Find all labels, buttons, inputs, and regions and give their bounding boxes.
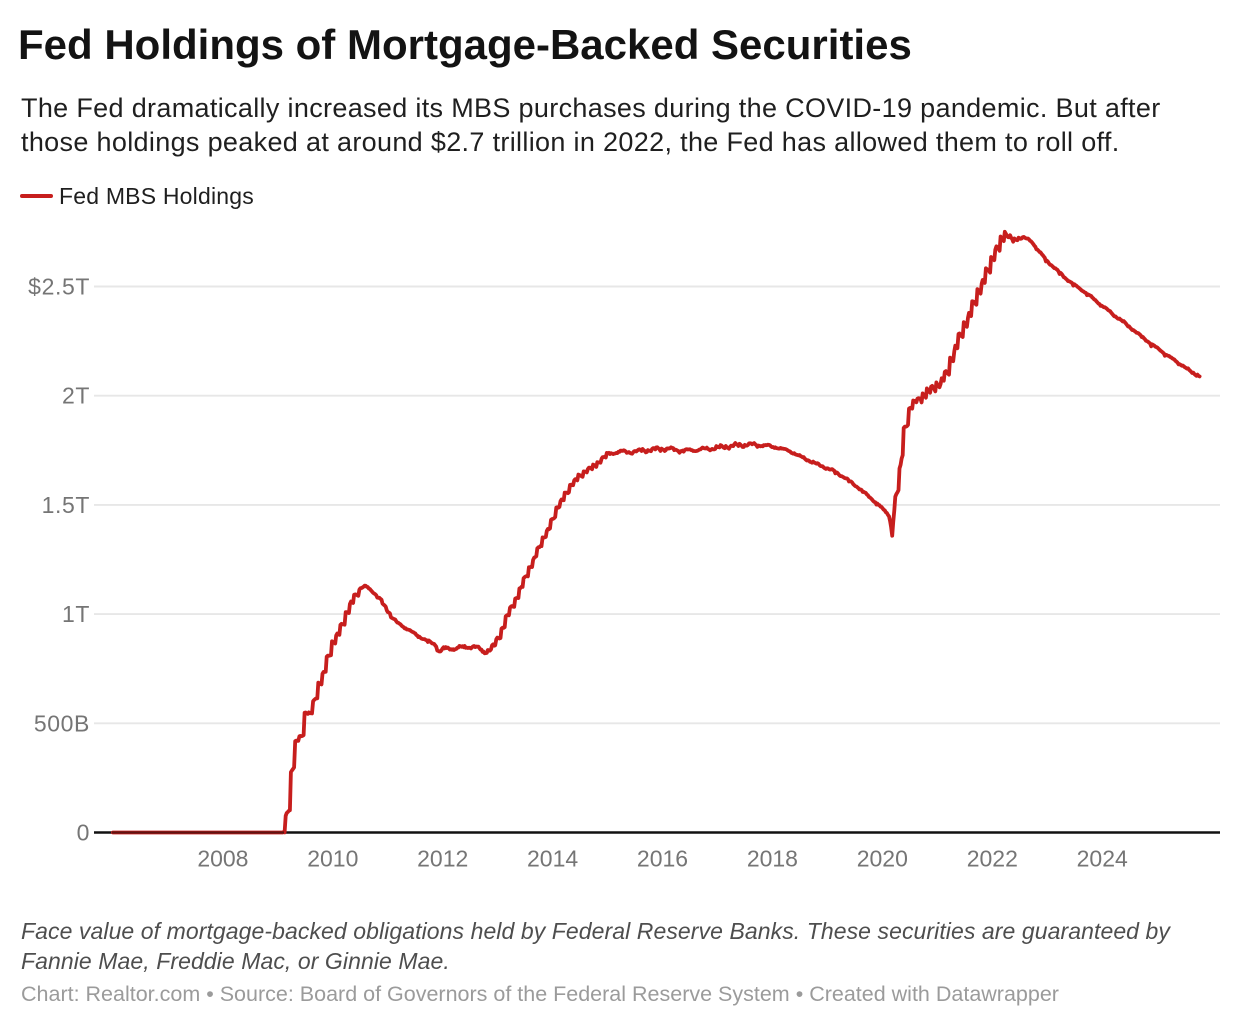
svg-text:2024: 2024 [1077,846,1128,872]
svg-text:$2.5T: $2.5T [28,274,90,300]
svg-text:2014: 2014 [527,846,578,872]
svg-text:2012: 2012 [417,846,468,872]
svg-text:2T: 2T [62,383,90,409]
svg-text:0: 0 [77,820,90,846]
svg-text:1T: 1T [62,601,90,627]
svg-text:1.5T: 1.5T [42,492,90,518]
svg-text:500B: 500B [34,710,90,736]
svg-text:2022: 2022 [967,846,1018,872]
svg-text:2008: 2008 [197,846,248,872]
svg-text:2010: 2010 [307,846,358,872]
svg-text:2018: 2018 [747,846,798,872]
svg-text:2020: 2020 [857,846,908,872]
svg-text:2016: 2016 [637,846,688,872]
